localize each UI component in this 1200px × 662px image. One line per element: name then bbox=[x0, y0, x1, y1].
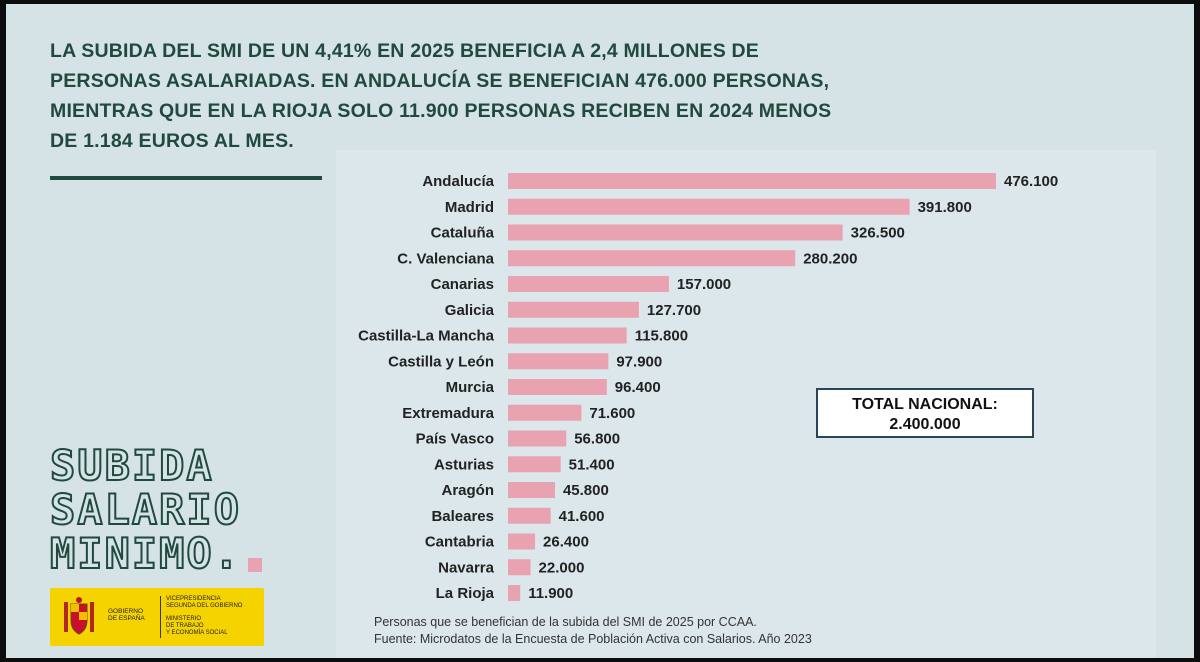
vp-line-2: SEGUNDA DEL GOBIERNO bbox=[166, 603, 243, 609]
brand-accent-square bbox=[248, 558, 262, 572]
ministry-line-1: MINISTERIO bbox=[166, 616, 202, 622]
category-label: Extremadura bbox=[402, 405, 494, 422]
value-label: 11.900 bbox=[528, 585, 573, 602]
ministry-text: VICEPRESIDENCIA SEGUNDA DEL GOBIERNO MIN… bbox=[166, 596, 258, 637]
category-label: Castilla-La Mancha bbox=[358, 328, 495, 345]
bar bbox=[508, 301, 639, 318]
gov-line-2: DE ESPAÑA bbox=[108, 615, 145, 622]
value-label: 56.800 bbox=[574, 431, 620, 448]
bar bbox=[508, 585, 521, 601]
ministry-line-2: DE TRABAJO bbox=[166, 623, 204, 629]
bar bbox=[508, 379, 607, 395]
bar bbox=[508, 198, 910, 215]
value-label: 391.800 bbox=[918, 199, 972, 216]
bar bbox=[508, 353, 609, 370]
category-label: Baleares bbox=[431, 508, 494, 525]
headline-line-3: MIENTRAS QUE EN LA RIOJA SOLO 11.900 PER… bbox=[50, 100, 832, 122]
headline: LA SUBIDA DEL SMI DE UN 4,41% EN 2025 BE… bbox=[50, 36, 950, 156]
headline-line-4: DE 1.184 EUROS AL MES. bbox=[50, 130, 294, 152]
category-label: Castilla y León bbox=[388, 353, 494, 370]
bar bbox=[508, 327, 627, 344]
value-label: 26.400 bbox=[543, 534, 589, 551]
value-label: 41.600 bbox=[559, 508, 605, 525]
caption-source: Fuente: Microdatos de la Encuesta de Pob… bbox=[374, 632, 812, 646]
value-label: 96.400 bbox=[615, 379, 661, 396]
bar bbox=[508, 430, 567, 447]
total-label: TOTAL NACIONAL: bbox=[852, 396, 998, 413]
value-label: 45.800 bbox=[563, 482, 609, 499]
category-label: Navarra bbox=[438, 559, 495, 576]
slide: LA SUBIDA DEL SMI DE UN 4,41% EN 2025 BE… bbox=[6, 4, 1194, 658]
value-label: 280.200 bbox=[803, 250, 857, 267]
caption-title: Personas que se benefician de la subida … bbox=[374, 615, 757, 629]
category-label: Cantabria bbox=[425, 534, 495, 551]
category-label: Aragón bbox=[442, 482, 495, 499]
ministry-line-3: Y ECONOMÍA SOCIAL bbox=[166, 630, 228, 636]
bar-chart: Andalucía 476.100 Madrid 391.800 Cataluña 326… bbox=[358, 173, 1058, 602]
value-label: 22.000 bbox=[539, 559, 585, 576]
category-label: Galicia bbox=[445, 302, 495, 319]
brand-line-2: SALARIO bbox=[49, 485, 242, 534]
value-label: 157.000 bbox=[677, 276, 731, 293]
gov-divider bbox=[160, 596, 161, 638]
category-label: País Vasco bbox=[416, 431, 494, 448]
bar bbox=[508, 173, 996, 189]
bar bbox=[508, 276, 669, 292]
coat-of-arms-icon bbox=[64, 597, 94, 635]
category-label: Murcia bbox=[446, 379, 495, 396]
value-label: 127.700 bbox=[647, 302, 701, 319]
bar bbox=[508, 404, 582, 421]
category-label: Cataluña bbox=[431, 225, 495, 242]
bar bbox=[508, 533, 536, 550]
headline-divider bbox=[50, 176, 322, 180]
headline-line-1: LA SUBIDA DEL SMI DE UN 4,41% EN 2025 BE… bbox=[50, 40, 760, 62]
total-nacional-box: TOTAL NACIONAL: 2.400.000 bbox=[816, 388, 1034, 438]
gobierno-text: GOBIERNO DE ESPAÑA bbox=[108, 608, 156, 622]
bar bbox=[508, 482, 555, 498]
headline-line-2: PERSONAS ASALARIADAS. EN ANDALUCÍA SE BE… bbox=[50, 70, 830, 92]
category-label: Andalucía bbox=[422, 173, 494, 190]
chart-caption: Personas que se benefician de la subida … bbox=[374, 614, 812, 648]
value-label: 326.500 bbox=[851, 225, 905, 242]
brand-line-1: SUBIDA bbox=[49, 441, 214, 490]
value-label: 476.100 bbox=[1004, 173, 1058, 190]
bar bbox=[508, 456, 561, 473]
category-label: Madrid bbox=[445, 199, 494, 216]
vp-line-1: VICEPRESIDENCIA bbox=[166, 596, 221, 602]
bar bbox=[508, 250, 796, 267]
bar bbox=[508, 559, 531, 576]
category-label: Asturias bbox=[434, 456, 494, 473]
gobierno-de-espana-logo: GOBIERNO DE ESPAÑA VICEPRESIDENCIA SEGUN… bbox=[50, 588, 264, 646]
category-label: La Rioja bbox=[436, 585, 495, 602]
value-label: 71.600 bbox=[589, 405, 635, 422]
brand-line-3: MINIMO. bbox=[49, 529, 242, 578]
value-label: 115.800 bbox=[635, 328, 688, 345]
category-label: Canarias bbox=[431, 276, 494, 293]
subida-salario-minimo-logo: SUBIDA SALARIO MINIMO. bbox=[49, 441, 270, 578]
gov-line-1: GOBIERNO bbox=[108, 608, 144, 615]
bar bbox=[508, 224, 843, 241]
total-value: 2.400.000 bbox=[889, 416, 961, 433]
category-label: C. Valenciana bbox=[397, 250, 494, 267]
value-label: 51.400 bbox=[569, 456, 615, 473]
value-label: 97.900 bbox=[616, 353, 662, 370]
bar bbox=[508, 507, 551, 524]
